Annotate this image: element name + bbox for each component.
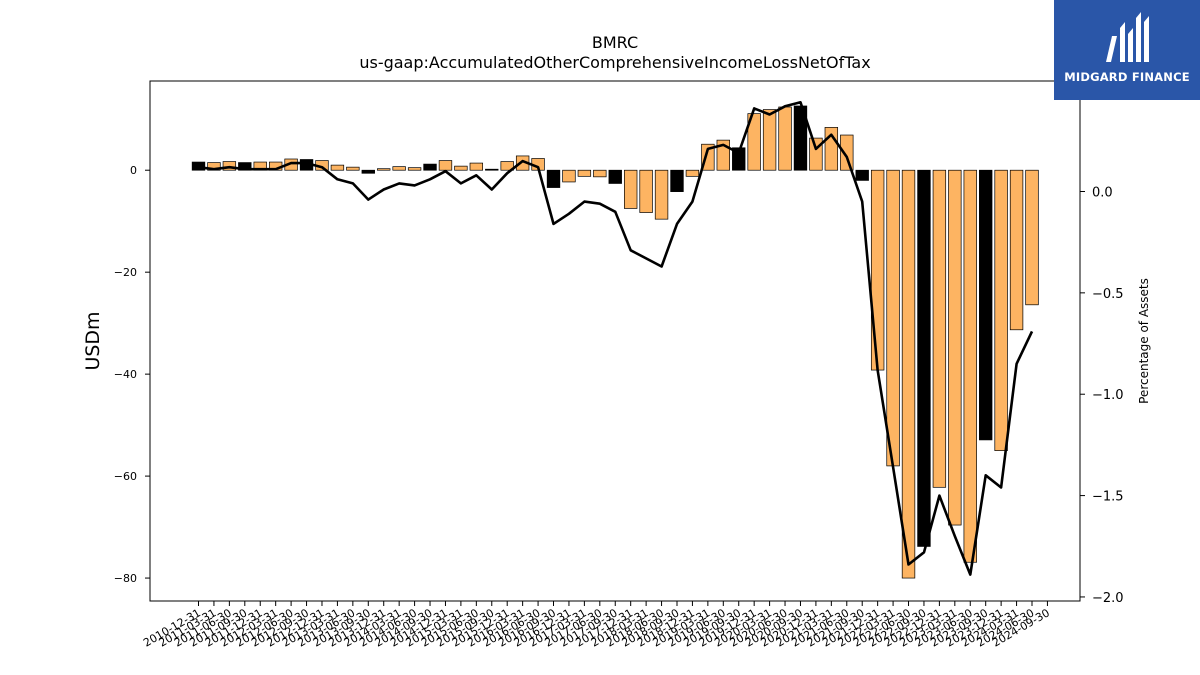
y-tick-label: −20 <box>114 266 137 279</box>
bar <box>562 169 576 183</box>
y-axis-label: USDm <box>82 311 104 370</box>
bar <box>670 169 684 192</box>
bar <box>1025 169 1039 306</box>
y-tick-label: 0 <box>130 164 137 177</box>
bar <box>392 166 406 171</box>
bar <box>330 164 345 171</box>
bar <box>608 169 622 184</box>
bar <box>855 169 869 181</box>
bar <box>485 168 499 171</box>
bar <box>901 169 916 579</box>
bar <box>886 169 900 467</box>
bar <box>639 169 653 213</box>
midgard-logo-mark-icon <box>1106 12 1149 62</box>
bar <box>407 167 422 171</box>
logo-text: MIDGARD FINANCE <box>1064 70 1190 84</box>
bar <box>624 169 638 209</box>
bar <box>546 169 561 188</box>
y2-tick-label: −1.5 <box>1092 490 1124 505</box>
bar <box>747 113 761 171</box>
bar <box>469 162 484 171</box>
bar <box>377 168 391 171</box>
bar <box>191 161 206 171</box>
bar <box>762 109 777 171</box>
bar <box>732 147 746 171</box>
bar <box>222 161 237 171</box>
bar <box>454 165 468 171</box>
y2-tick-label: −0.5 <box>1092 287 1124 302</box>
y-axis-right: 0.0 −0.5 −1.0 −1.5 −2.0 <box>1080 185 1124 606</box>
bar <box>685 169 700 177</box>
y-tick-label: −80 <box>114 572 137 585</box>
bar <box>654 169 669 220</box>
bar <box>423 163 437 171</box>
line-series <box>198 101 1034 576</box>
bar-series <box>191 105 1039 579</box>
y2-tick-label: 0.0 <box>1092 185 1113 200</box>
series-line <box>198 101 1034 576</box>
bar <box>917 169 931 547</box>
y2-tick-label: −1.0 <box>1092 388 1124 403</box>
bar <box>577 169 592 177</box>
y2-tick-label: −2.0 <box>1092 591 1124 606</box>
bar <box>1009 169 1024 331</box>
chart-title: BMRC <box>592 33 638 52</box>
bar <box>932 169 947 488</box>
bar <box>948 169 962 526</box>
bar <box>979 169 993 441</box>
bar <box>500 161 514 171</box>
bar <box>361 169 375 174</box>
bar <box>809 137 823 171</box>
y-tick-label: −40 <box>114 368 137 381</box>
bar <box>963 169 977 563</box>
y2-axis-label: Percentage of Assets <box>1137 278 1151 404</box>
bar <box>778 106 792 171</box>
bar <box>593 169 607 178</box>
bar <box>994 169 1008 451</box>
bar <box>870 169 885 371</box>
chart-subtitle: us-gaap:AccumulatedOtherComprehensiveInc… <box>359 53 870 72</box>
midgard-finance-logo: MIDGARD FINANCE <box>1054 0 1200 100</box>
x-axis: 2010-12-312011-03-312011-06-302011-09-30… <box>141 601 1052 650</box>
y-tick-label: −60 <box>114 470 137 483</box>
bar <box>840 134 854 171</box>
bar <box>438 160 453 171</box>
y-axis-left: 0 −20 −40 −60 −80 <box>114 164 150 585</box>
bar <box>346 166 360 171</box>
